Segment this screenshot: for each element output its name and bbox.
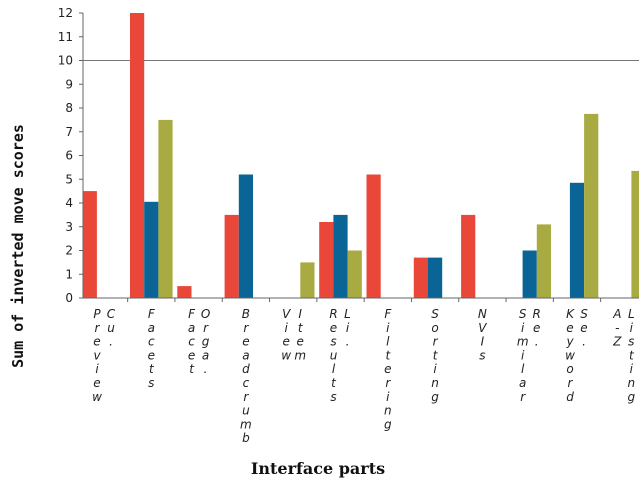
bar-series-3-4 [300,262,315,298]
bar-series-2-1 [144,201,159,298]
y-tick-label: 3 [65,220,73,234]
bar-series-1-1 [130,13,145,298]
y-tick-label: 12 [58,6,73,20]
y-tick-label: 8 [65,101,73,115]
y-tick-label: 11 [58,30,73,44]
bar-series-2-9 [522,250,537,298]
category-label-text: A -Z [612,307,622,349]
x-axis-label: Interface parts [251,459,385,478]
y-tick-label: 9 [65,77,73,91]
bar-series-2-10 [569,182,585,298]
y-tick-label: 1 [65,267,73,281]
bar-series-2-7 [428,257,443,298]
bar-series-2-3 [238,174,253,298]
bar-series-3-5 [347,250,362,298]
bar-series-1-8 [461,214,476,298]
y-tick-label: 4 [65,196,73,210]
bar-series-3-10 [584,113,599,299]
bar-series-1-6 [366,174,381,298]
bar-series-3-1 [158,119,173,299]
bar-series-3-11 [631,170,639,298]
y-tick-label: 2 [65,244,73,258]
bar-series-2-5 [333,214,348,298]
y-tick-label: 6 [65,149,73,163]
y-axis-label: Sum of inverted move scores [9,124,27,368]
bar-series-1-0 [82,191,97,298]
bars [82,13,639,299]
bar-series-1-3 [224,214,239,298]
y-tick-label: 7 [65,125,73,139]
y-tick-label: 10 [58,54,73,68]
bar-series-1-7 [413,257,428,298]
bar-series-1-2 [177,286,192,298]
bar-series-1-5 [319,222,334,298]
category-label-11: A -Z L i s t i n g [612,307,635,404]
bar-series-3-9 [536,224,551,298]
y-tick-label: 5 [65,172,73,186]
y-tick-label: 0 [65,291,73,305]
